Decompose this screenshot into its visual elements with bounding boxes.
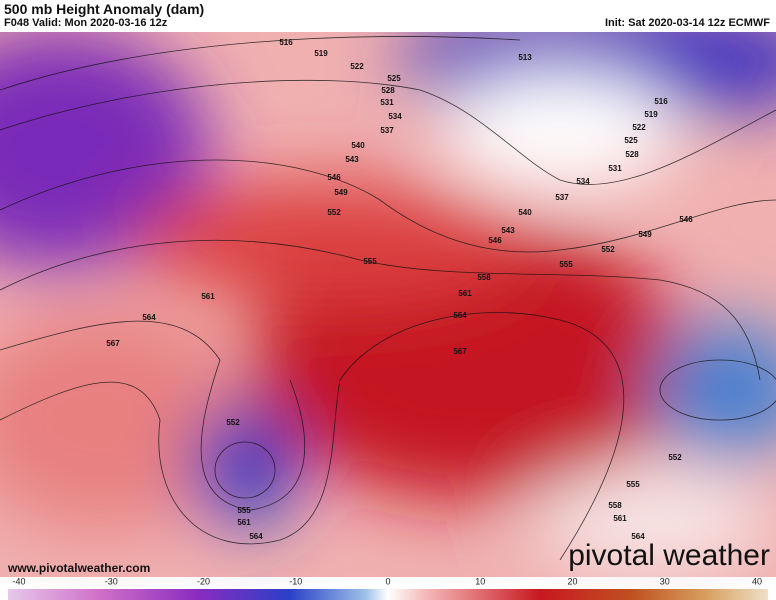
contour-label: 516 <box>654 97 668 106</box>
logo: pivotal weather <box>568 539 770 572</box>
contour-label: 555 <box>363 257 377 266</box>
contour-label: 531 <box>380 98 394 107</box>
colorbar-tick-label: -20 <box>197 576 210 586</box>
contour-label: 537 <box>555 193 569 202</box>
contour-label: 552 <box>327 208 341 217</box>
init-time: Init: Sat 2020-03-14 12z ECMWF <box>604 17 770 29</box>
website: www.pivotalweather.com <box>7 561 150 575</box>
title: 500 mb Height Anomaly (dam) <box>4 1 205 17</box>
colorbar-tick-label: -30 <box>105 576 118 586</box>
contour-label: 561 <box>613 514 627 523</box>
contour-label: 528 <box>381 86 395 95</box>
colorbar-tick-label: 20 <box>567 576 577 586</box>
valid-time: F048 Valid: Mon 2020-03-16 12z <box>4 17 168 29</box>
contour-label: 516 <box>279 38 293 47</box>
contour-label: 552 <box>601 245 615 254</box>
contour-label: 540 <box>351 141 365 150</box>
contour-label: 513 <box>518 53 532 62</box>
contour-label: 567 <box>106 339 120 348</box>
contour-label: 534 <box>388 112 402 121</box>
contour-label: 537 <box>380 126 394 135</box>
contour-label: 555 <box>559 260 573 269</box>
contour-labels: 5165195225255285315345375405435465495525… <box>106 38 693 541</box>
contour-label: 549 <box>638 230 652 239</box>
colorbar-tick-label: 40 <box>752 576 762 586</box>
contour-label: 534 <box>576 177 590 186</box>
contour-label: 531 <box>608 164 622 173</box>
contour-label: 564 <box>631 532 645 541</box>
contour-label: 546 <box>327 173 341 182</box>
contour-label: 525 <box>624 136 638 145</box>
contour-label: 564 <box>249 532 263 541</box>
contour-label: 561 <box>237 518 251 527</box>
contour-label: 522 <box>632 123 646 132</box>
contour-label: 546 <box>488 236 502 245</box>
contour-label: 555 <box>237 506 251 515</box>
colorbar <box>8 589 768 600</box>
contour-label: 528 <box>625 150 639 159</box>
contour-label: 549 <box>334 188 348 197</box>
colorbar-tick-label: -40 <box>12 576 25 586</box>
contour-label: 564 <box>142 313 156 322</box>
contour-label: 558 <box>608 501 622 510</box>
header-bg <box>0 0 776 32</box>
contour-label: 546 <box>679 215 693 224</box>
contour-label: 552 <box>226 418 240 427</box>
colorbar-tick-label: -10 <box>289 576 302 586</box>
contour-label: 519 <box>644 110 658 119</box>
colorbar-tick-label: 0 <box>385 576 390 586</box>
colorbar-tick-label: 30 <box>660 576 670 586</box>
contour-label: 552 <box>668 453 682 462</box>
contour-label: 519 <box>314 49 328 58</box>
contour-label: 522 <box>350 62 364 71</box>
colorbar-ticks: -40 -30 -20 -10 0 10 20 30 40 <box>12 576 762 586</box>
contour-label: 561 <box>201 292 215 301</box>
contour-label: 543 <box>501 226 515 235</box>
contour-label: 561 <box>458 289 472 298</box>
contour-label: 567 <box>453 347 467 356</box>
contour-label: 555 <box>626 480 640 489</box>
contour-label: 540 <box>518 208 532 217</box>
contour-label: 558 <box>477 273 491 282</box>
contour-label: 525 <box>387 74 401 83</box>
colorbar-tick-label: 10 <box>475 576 485 586</box>
contour-label: 543 <box>345 155 359 164</box>
contour-label: 564 <box>453 311 467 320</box>
